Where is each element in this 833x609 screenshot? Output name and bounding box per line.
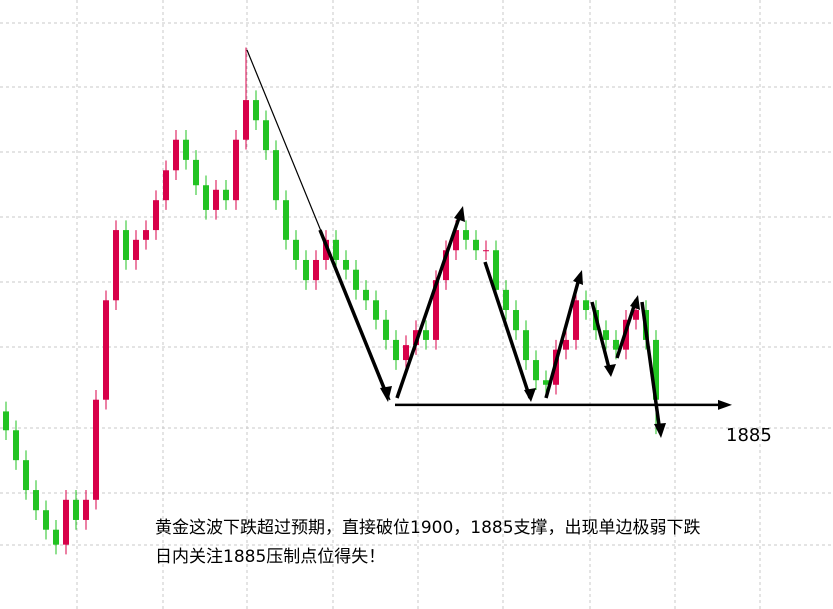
candle-body <box>183 139 189 160</box>
candle-body <box>263 120 269 151</box>
candle-body <box>243 100 249 140</box>
candle-body <box>13 430 19 461</box>
candle-body <box>53 529 59 545</box>
candle-body <box>273 150 279 201</box>
candle-body <box>583 300 589 311</box>
candle-body <box>233 139 239 201</box>
candle-body <box>123 230 129 260</box>
level: 1885 <box>395 399 772 446</box>
arrow-head <box>718 399 732 410</box>
annotation: 黄金这波下跌超过预期，直接破位1900，1885支撑，出现单边极弱下跌 <box>155 518 701 538</box>
candle-body <box>133 239 139 260</box>
arrow-head <box>454 206 465 222</box>
candle-body <box>253 100 259 121</box>
arrow <box>395 211 463 399</box>
candle-body <box>313 259 319 281</box>
candle-body <box>493 250 499 290</box>
candle-body <box>143 230 149 240</box>
candle-body <box>43 510 49 530</box>
candle-body <box>573 300 579 340</box>
arrow-head <box>573 270 583 285</box>
candle-body <box>213 189 219 210</box>
candle-body <box>23 460 29 491</box>
candle-body <box>223 189 229 201</box>
candle-body <box>603 330 609 340</box>
candle-body <box>403 345 409 361</box>
candle-body <box>363 289 369 301</box>
candle-body <box>353 269 359 290</box>
arrow-head <box>380 386 392 402</box>
candle-body <box>83 499 89 520</box>
arrow-head <box>604 364 616 377</box>
arrow <box>318 229 390 399</box>
candle-body <box>393 339 399 361</box>
candle-body <box>513 310 519 331</box>
candle-body <box>343 259 349 270</box>
candle-body <box>433 280 439 340</box>
candle-body <box>303 259 309 281</box>
candle-body <box>153 200 159 231</box>
candle-body <box>483 250 489 252</box>
candle-body <box>163 170 169 201</box>
candle-body <box>633 310 639 320</box>
arrow <box>483 261 532 399</box>
arrow <box>640 301 662 433</box>
candle-body <box>473 239 479 251</box>
candle-body <box>33 490 39 511</box>
candle-body <box>463 230 469 240</box>
candle-body <box>563 339 569 350</box>
candle-body <box>543 380 549 385</box>
candle-body <box>193 159 199 186</box>
arrow-head <box>630 295 640 310</box>
candle-body <box>3 411 9 431</box>
candle-body <box>93 399 99 500</box>
candle-body <box>63 499 69 545</box>
candles <box>3 47 659 555</box>
arrow <box>590 301 612 373</box>
candle-body <box>503 289 509 311</box>
candle-body <box>533 360 539 381</box>
arrow <box>544 274 582 399</box>
arrow-head <box>524 388 536 402</box>
candle-body <box>203 185 209 210</box>
annotation: 日内关注1885压制点位得失！ <box>155 547 385 567</box>
candle-body <box>373 300 379 320</box>
candle-body <box>333 239 339 260</box>
candle-body <box>323 239 329 260</box>
candle-body <box>173 139 179 171</box>
candle-body <box>653 339 659 400</box>
candle-body <box>283 200 289 240</box>
arrow <box>615 299 638 359</box>
trend-arrows <box>318 206 666 438</box>
candle-body <box>73 499 79 520</box>
candle-body <box>103 300 109 400</box>
candle-body <box>383 319 389 340</box>
candle-body <box>113 230 119 301</box>
candle-body <box>523 330 529 361</box>
candle-body <box>443 250 449 281</box>
candle-body <box>423 330 429 340</box>
arrow-head <box>654 423 666 438</box>
candle-body <box>613 339 619 350</box>
candle-body <box>453 230 459 251</box>
level-label: 1885 <box>726 425 772 446</box>
candle-body <box>293 239 299 260</box>
